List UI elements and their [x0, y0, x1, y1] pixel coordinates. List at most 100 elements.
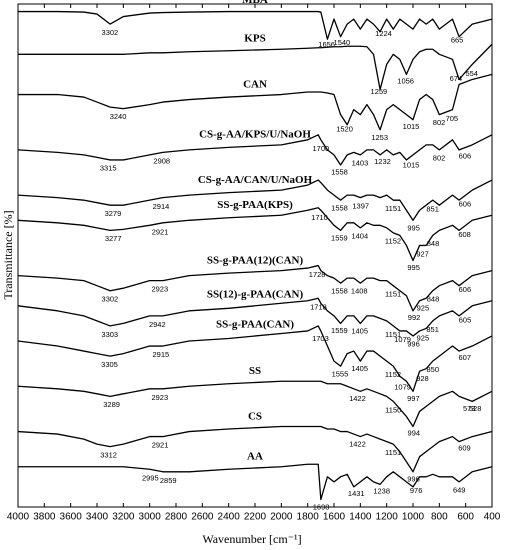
peak-label: 3303 — [101, 330, 118, 339]
series-name: SS — [249, 365, 261, 377]
peak-label: 3279 — [105, 209, 122, 218]
peak-label: 1151 — [385, 330, 401, 339]
x-axis-title: Wavenumber [cm⁻¹] — [202, 532, 301, 546]
peak-label: 848 — [427, 239, 440, 248]
peak-label: 607 — [458, 353, 471, 362]
x-tick-label: 2800 — [165, 512, 188, 523]
peak-label: 1520 — [336, 125, 353, 134]
peak-label: 1238 — [373, 487, 390, 496]
x-tick-label: 3400 — [86, 512, 109, 523]
peak-label: 608 — [458, 230, 471, 239]
peak-label: 1079 — [394, 335, 411, 344]
series-name: SS(12)-g-PAA(CAN) — [207, 288, 304, 300]
spectrum-line — [18, 10, 493, 40]
x-tick-label: 3800 — [33, 512, 56, 523]
peak-label: 1150 — [385, 405, 401, 414]
x-tick-label: 3200 — [112, 512, 135, 523]
spectrum-line — [17, 380, 493, 428]
peak-label: 3240 — [110, 112, 127, 121]
peak-label: 1232 — [374, 157, 391, 166]
peak-label: 2914 — [153, 202, 170, 211]
peak-label: 1698 — [313, 503, 330, 512]
peak-label: 1403 — [352, 159, 369, 168]
peak-label: 3302 — [102, 295, 119, 304]
x-tick-label: 4000 — [7, 512, 30, 523]
peak-label: 1555 — [332, 370, 349, 379]
peak-label: 851 — [426, 325, 439, 334]
x-tick-label: 600 — [457, 512, 474, 523]
peak-label: 1015 — [403, 160, 420, 169]
spectrum-line — [17, 179, 493, 221]
x-tick-label: 2200 — [244, 512, 267, 523]
spectrum-line — [17, 134, 493, 166]
peak-label: 995 — [407, 263, 420, 272]
x-tick-label: 2600 — [191, 512, 214, 523]
series-name: SS-g-PAA(CAN) — [216, 319, 294, 331]
peak-label: 554 — [465, 69, 478, 78]
peak-label: 606 — [459, 285, 472, 294]
x-tick-label: 3600 — [60, 512, 83, 523]
peak-label: 1728 — [309, 270, 326, 279]
peak-label: 1558 — [331, 203, 348, 212]
peak-label: 1253 — [371, 133, 388, 142]
spectrum-line — [17, 425, 493, 473]
peak-label: 1152 — [385, 237, 401, 246]
peak-label: 1056 — [397, 77, 414, 86]
peak-label: 2921 — [152, 441, 169, 450]
spectrum-line — [18, 463, 493, 501]
series-name: CS-g-AA/CAN/U/NaOH — [198, 174, 313, 186]
peak-label: 1431 — [348, 489, 365, 498]
peak-label: 3277 — [105, 234, 122, 243]
peak-label: 573 — [463, 404, 476, 413]
peak-label: 665 — [451, 35, 464, 44]
x-tick-label: 1200 — [376, 512, 399, 523]
x-tick-label: 1600 — [323, 512, 346, 523]
peak-label: 802 — [433, 154, 446, 163]
peak-label: 1408 — [351, 286, 368, 295]
peak-label: 1151 — [385, 204, 401, 213]
peak-label: 528 — [469, 404, 482, 413]
peak-label: 605 — [459, 315, 472, 324]
peak-label: 996 — [407, 340, 420, 349]
x-tick-label: 2400 — [218, 512, 241, 523]
peak-label: 850 — [426, 365, 439, 374]
peak-label: 1079 — [394, 382, 411, 391]
peak-label: 1397 — [352, 201, 369, 210]
peak-label: 2923 — [151, 393, 168, 402]
peak-label: 3312 — [100, 450, 117, 459]
peak-label: 925 — [417, 334, 430, 343]
peak-label: 3289 — [103, 400, 120, 409]
series-name: AA — [247, 451, 263, 463]
peak-label: 848 — [427, 294, 440, 303]
y-axis-title: Transmittance [%] — [1, 210, 15, 299]
peak-label: 1558 — [331, 167, 348, 176]
peak-label: 1422 — [349, 439, 366, 448]
x-tick-label: 1800 — [297, 512, 320, 523]
x-tick-label: 800 — [431, 512, 448, 523]
peak-label: 802 — [433, 118, 446, 127]
spectrum-line — [17, 297, 493, 337]
series-name: CS — [248, 410, 262, 422]
peak-label: 1703 — [312, 334, 329, 343]
series-name: MBA — [242, 0, 268, 6]
peak-label: 1224 — [375, 29, 392, 38]
peak-label: 2921 — [152, 227, 169, 236]
spectrum-line — [18, 73, 493, 131]
peak-label: 705 — [446, 114, 459, 123]
series-name: SS-g-PAA(KPS) — [217, 199, 293, 211]
series-name: SS-g-PAA(12)(CAN) — [207, 254, 304, 266]
peak-label: 3302 — [102, 28, 119, 37]
peak-label: 1559 — [331, 233, 348, 242]
peak-label: 606 — [459, 200, 472, 209]
peak-label: 1405 — [351, 327, 368, 336]
x-tick-label: 400 — [484, 512, 501, 523]
peak-label: 1558 — [331, 286, 348, 295]
peak-label: 927 — [416, 249, 429, 258]
peak-label: 606 — [459, 152, 472, 161]
spectrum-line — [17, 207, 493, 262]
peak-label: 1405 — [351, 364, 368, 373]
peak-label: 1151 — [385, 448, 401, 457]
peak-label: 1404 — [351, 231, 368, 240]
peak-label: 2942 — [149, 320, 166, 329]
